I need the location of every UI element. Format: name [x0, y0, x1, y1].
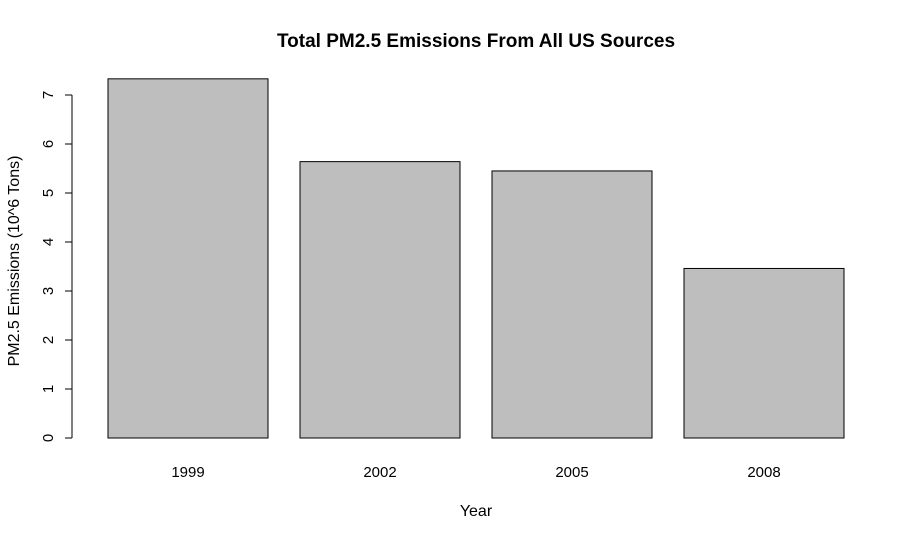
x-tick-labels-group: 1999 2002 2005 2008 [171, 464, 780, 481]
bar-2008 [683, 267, 845, 439]
bar-1999 [107, 78, 269, 439]
y-tick-label-2: 2 [40, 336, 57, 344]
bars-group [107, 78, 845, 439]
x-tick-label-1999: 1999 [171, 464, 204, 481]
y-tick-label-3: 3 [40, 287, 57, 295]
y-tick-label-6: 6 [40, 140, 57, 148]
x-tick-label-2005: 2005 [555, 464, 588, 481]
x-tick-label-2008: 2008 [747, 464, 780, 481]
y-tick-label-4: 4 [40, 238, 57, 246]
y-axis-label: PM2.5 Emissions (10^6 Tons) [6, 156, 23, 367]
y-axis: 0 1 2 3 4 5 6 7 [40, 91, 73, 442]
y-tick-label-7: 7 [40, 91, 57, 99]
bar-2005 [491, 170, 653, 439]
x-axis-label: Year [460, 503, 493, 520]
y-tick-label-1: 1 [40, 385, 57, 393]
bar-2002 [299, 161, 461, 439]
y-tick-label-5: 5 [40, 189, 57, 197]
chart-title: Total PM2.5 Emissions From All US Source… [277, 31, 675, 52]
y-tick-label-0: 0 [40, 434, 57, 442]
x-tick-label-2002: 2002 [363, 464, 396, 481]
